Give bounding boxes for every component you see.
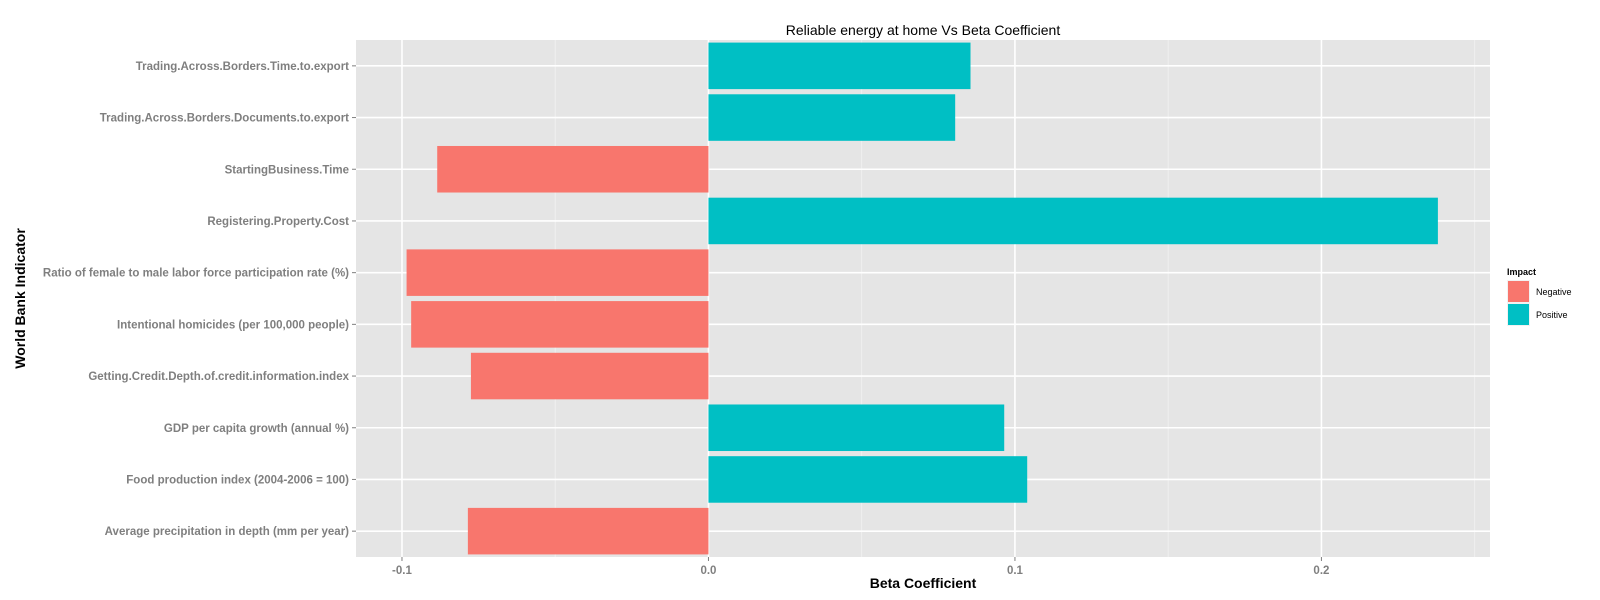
y-tick-label: Food production index (2004-2006 = 100) — [126, 474, 349, 486]
y-tick-label: Trading.Across.Borders.Documents.to.expo… — [100, 113, 349, 125]
bar-negative — [406, 249, 709, 296]
y-tick-label: Trading.Across.Borders.Time.to.export — [136, 61, 349, 73]
y-axis: Trading.Across.Borders.Time.to.export Tra… — [43, 61, 356, 538]
bar-positive — [708, 456, 1028, 503]
x-tick-label: 0.2 — [1313, 565, 1329, 577]
legend-label: Positive — [1536, 310, 1568, 320]
x-axis: -0.1 0.0 0.1 0.2 — [392, 557, 1329, 577]
bars — [406, 42, 1438, 555]
bar-positive — [708, 404, 1005, 452]
bar-positive — [708, 42, 971, 90]
bar-negative — [467, 507, 709, 555]
legend-title: Impact — [1507, 267, 1536, 277]
legend-label: Negative — [1536, 287, 1572, 297]
bar-positive — [708, 94, 956, 141]
y-tick-label: StartingBusiness.Time — [225, 164, 349, 176]
y-tick-label: Getting.Credit.Depth.of.credit.informati… — [88, 371, 349, 383]
y-tick-label: GDP per capita growth (annual %) — [164, 423, 349, 435]
bar-negative — [470, 352, 709, 400]
y-tick-label: Registering.Property.Cost — [207, 216, 349, 228]
legend-swatch-positive — [1508, 304, 1529, 325]
legend-swatch-negative — [1508, 281, 1529, 302]
x-tick-label: 0.0 — [700, 565, 716, 577]
x-tick-label: 0.1 — [1007, 565, 1024, 577]
x-axis-title: Beta Coefficient — [870, 575, 977, 591]
y-tick-label: Average precipitation in depth (mm per y… — [105, 526, 349, 538]
chart-title: Reliable energy at home Vs Beta Coeffici… — [786, 22, 1061, 38]
bar-positive — [708, 197, 1438, 245]
y-tick-label: Intentional homicides (per 100,000 peopl… — [117, 319, 349, 331]
bar-negative — [411, 301, 709, 348]
y-tick-label: Ratio of female to male labor force part… — [43, 268, 349, 280]
legend: Impact Negative Positive — [1507, 267, 1572, 326]
bar-negative — [437, 145, 709, 193]
y-axis-title: World Bank Indicator — [12, 228, 28, 369]
x-tick-label: -0.1 — [392, 565, 412, 577]
